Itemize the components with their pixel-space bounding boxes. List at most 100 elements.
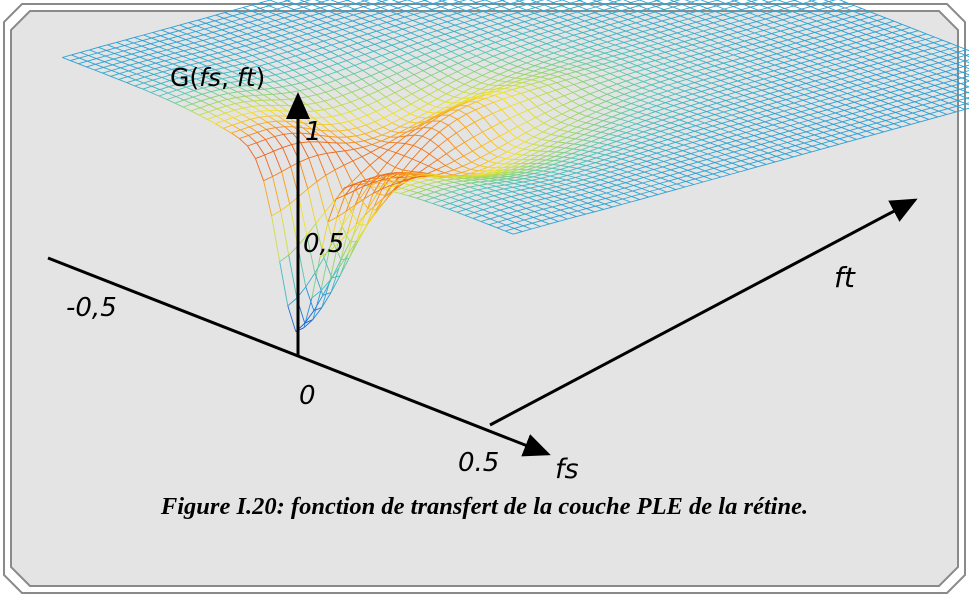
mesh-line xyxy=(105,55,114,60)
mesh-line xyxy=(86,66,95,71)
mesh-line xyxy=(922,104,931,109)
mesh-line xyxy=(390,48,401,53)
mesh-line xyxy=(866,82,875,87)
mesh-line xyxy=(616,184,625,189)
mesh-line xyxy=(215,123,224,129)
mesh-line xyxy=(600,137,609,140)
mesh-line xyxy=(896,106,905,111)
mesh-line xyxy=(193,87,204,92)
mesh-line xyxy=(252,52,262,56)
mesh-line xyxy=(159,89,169,94)
mesh-line xyxy=(804,142,813,147)
mesh-line xyxy=(203,81,213,87)
mesh-line xyxy=(519,0,526,2)
mesh-line xyxy=(163,65,172,70)
mesh-line xyxy=(660,23,671,28)
mesh-line xyxy=(608,139,617,142)
mesh-line xyxy=(235,47,245,53)
mesh-line xyxy=(603,164,612,168)
mesh-line xyxy=(179,69,190,73)
mesh-line xyxy=(374,117,385,123)
mesh-line xyxy=(550,134,560,137)
mesh-line xyxy=(501,59,510,64)
mesh-line xyxy=(216,58,226,63)
mesh-line xyxy=(313,50,322,56)
mesh-line xyxy=(642,87,651,92)
mesh-line xyxy=(542,131,552,135)
mesh-line xyxy=(395,78,406,84)
mesh-line xyxy=(308,154,318,159)
mesh-line xyxy=(186,31,196,35)
mesh-line xyxy=(245,36,256,41)
mesh-line xyxy=(355,3,364,8)
mesh-line xyxy=(914,101,923,106)
mesh-line xyxy=(625,137,634,141)
mesh-line xyxy=(895,111,904,117)
mesh-line xyxy=(205,22,215,28)
mesh-line xyxy=(577,120,587,124)
mesh-line xyxy=(520,45,529,51)
mesh-line xyxy=(661,75,670,80)
mesh-line xyxy=(830,92,839,97)
mesh-line xyxy=(192,45,203,49)
mesh-line xyxy=(553,108,563,115)
mesh-line xyxy=(575,20,585,24)
mesh-line xyxy=(475,59,485,65)
mesh-line xyxy=(611,61,621,66)
mesh-line xyxy=(623,148,632,152)
mesh-line xyxy=(228,38,238,43)
mesh-line xyxy=(240,18,250,23)
mesh-line xyxy=(673,0,683,5)
mesh-line xyxy=(643,131,652,135)
mesh-line xyxy=(583,74,593,80)
mesh-line xyxy=(457,67,467,73)
mesh-line xyxy=(842,67,852,72)
mesh-line xyxy=(666,96,675,101)
mesh-line xyxy=(655,5,665,11)
mesh-line xyxy=(475,200,485,205)
mesh-line xyxy=(184,90,195,94)
mesh-line xyxy=(539,185,548,190)
mesh-line xyxy=(159,38,169,42)
mesh-line xyxy=(902,120,911,125)
mesh-line xyxy=(765,18,774,23)
mesh-line xyxy=(740,63,749,68)
mesh-line xyxy=(874,37,883,42)
mesh-line xyxy=(158,46,167,51)
mesh-line xyxy=(534,211,543,216)
mesh-line xyxy=(238,80,248,86)
mesh-line xyxy=(524,18,534,23)
mesh-line xyxy=(768,147,778,152)
mesh-line xyxy=(186,33,195,38)
mesh-line xyxy=(236,97,245,103)
mesh-line xyxy=(559,215,568,220)
mesh-line xyxy=(269,110,278,117)
mesh-line xyxy=(534,12,543,17)
mesh-line xyxy=(503,91,512,97)
mesh-line xyxy=(133,40,143,44)
mesh-line xyxy=(189,64,199,69)
mesh-line xyxy=(299,27,309,31)
mesh-line xyxy=(759,101,769,106)
mesh-line xyxy=(644,17,655,21)
mesh-line xyxy=(685,180,695,185)
mesh-line xyxy=(759,4,768,9)
mesh-line xyxy=(306,39,315,45)
mesh-line xyxy=(662,12,673,16)
mesh-line xyxy=(126,82,135,87)
mesh-line xyxy=(624,33,635,38)
mesh-line xyxy=(785,50,794,55)
mesh-line xyxy=(504,87,513,91)
mesh-line xyxy=(755,123,765,128)
mesh-line xyxy=(94,66,104,71)
mesh-line xyxy=(605,197,614,202)
mesh-line xyxy=(820,94,830,99)
mesh-line xyxy=(202,87,212,93)
mesh-line xyxy=(824,72,834,77)
mesh-line xyxy=(158,95,168,100)
mesh-line xyxy=(304,319,314,324)
mesh-line xyxy=(615,146,624,150)
mesh-line xyxy=(473,10,484,15)
mesh-line xyxy=(499,209,509,214)
mesh-line xyxy=(812,43,822,48)
